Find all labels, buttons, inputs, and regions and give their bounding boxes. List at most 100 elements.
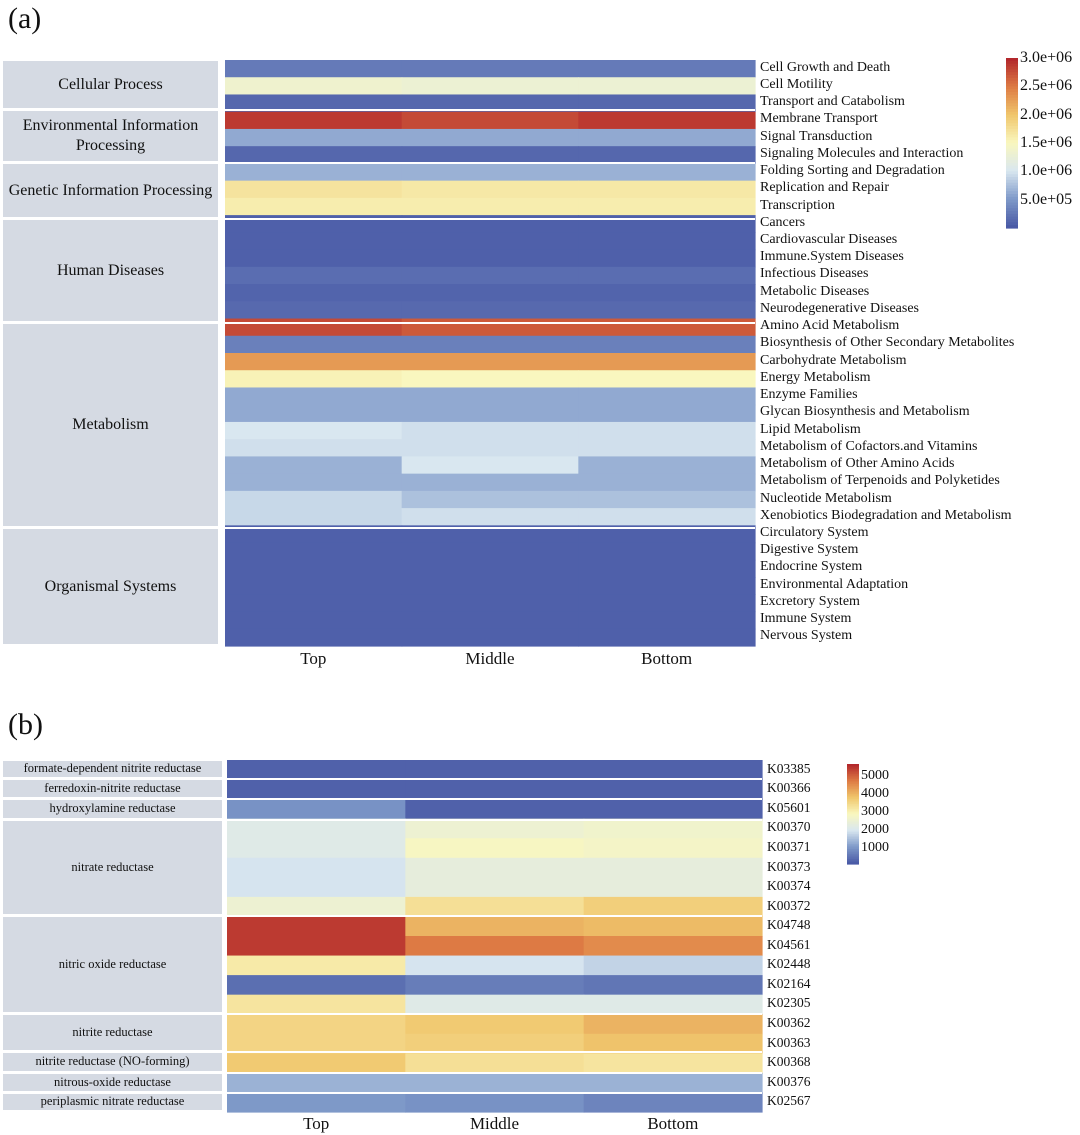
group-label: nitric oxide reductase (3, 917, 222, 1012)
colorbar-tick-label: 1.0e+06 (1020, 162, 1073, 180)
colorbar-segment (1006, 157, 1018, 161)
group-label: periplasmic nitrate reductase (3, 1094, 222, 1110)
heatmap-cell (401, 60, 579, 78)
colorbar-segment (847, 840, 859, 843)
colorbar-segment (1006, 100, 1018, 104)
heatmap-cell (401, 490, 579, 509)
colorbar-segment (1006, 58, 1018, 62)
colorbar-segment (1006, 185, 1018, 189)
row-label: K00371 (767, 839, 811, 854)
colorbar-segment (1006, 205, 1018, 209)
heatmap-cell (401, 284, 579, 302)
row-label: Transcription (760, 197, 835, 213)
colorbar-segment (1006, 171, 1018, 175)
colorbar-tick-label: 1.5e+06 (1020, 134, 1073, 151)
group-separator (227, 1072, 762, 1074)
heatmap-cell (578, 94, 756, 113)
row-label: Digestive System (760, 542, 859, 558)
heatmap-cell (578, 370, 756, 389)
heatmap-cell (225, 301, 403, 320)
row-label: Metabolism of Other Amino Acids (760, 456, 955, 472)
group-label: nitrate reductase (3, 821, 222, 914)
colorbar-segment (847, 844, 859, 847)
colorbar-segment (847, 855, 859, 858)
heatmap-cell (227, 896, 406, 918)
group-label: nitrite reductase (3, 1015, 222, 1050)
heatmap-cell (578, 628, 756, 647)
heatmap-cell (405, 1053, 585, 1074)
colorbar-segment (847, 800, 859, 803)
heatmap-cell (227, 994, 406, 1015)
colorbar-tick-label: 1000 (861, 840, 889, 856)
row-label: K02164 (767, 975, 811, 991)
row-label: Cardiovascular Diseases (760, 231, 898, 247)
colorbar-segment (847, 795, 859, 798)
colorbar-segment (1006, 134, 1018, 138)
colorbar-segment (1006, 143, 1018, 147)
heatmap-cell (227, 760, 406, 781)
colorbar-segment (1006, 196, 1018, 201)
row-label: Energy Metabolism (760, 369, 871, 385)
colorbar-segment (847, 835, 859, 838)
colorbar-segment (1006, 191, 1018, 195)
heatmap-cell (578, 353, 756, 371)
row-label: Replication and Repair (760, 180, 890, 196)
group-separator (225, 527, 755, 529)
heatmap-cell (225, 370, 403, 389)
colorbar-segment (1006, 225, 1018, 229)
group-label: Cellular Process (3, 61, 218, 108)
colorbar-segment (1006, 219, 1018, 223)
colorbar-segment (1006, 80, 1018, 85)
colorbar-segment (847, 832, 859, 835)
heatmap-cell (405, 1072, 585, 1094)
group-separator (225, 322, 755, 324)
heatmap-cell (583, 994, 763, 1015)
colorbar-segment (1006, 213, 1018, 218)
group-label: Metabolism (3, 324, 218, 526)
heatmap-cell (225, 559, 403, 578)
group-label: nitrite reductase (NO-forming) (3, 1053, 222, 1071)
colorbar-segment (847, 830, 859, 833)
heatmap-cell (401, 473, 579, 492)
row-label: K00363 (767, 1034, 811, 1050)
colorbar-segment (847, 772, 859, 775)
colorbar-tick-label: 5.0e+05 (1020, 190, 1073, 208)
colorbar-segment (847, 820, 859, 823)
row-label: Nucleotide Metabolism (760, 490, 892, 506)
group-separator (227, 1013, 762, 1015)
row-label: Signaling Molecules and Interaction (760, 145, 964, 161)
row-label: Excretory System (760, 593, 860, 609)
heatmap-cell (578, 163, 756, 182)
colorbar-tick-label: 2000 (861, 822, 889, 838)
colorbar-segment (847, 785, 859, 788)
heatmap-cell (583, 936, 763, 957)
colorbar-segment (847, 810, 859, 813)
heatmap-cell (578, 594, 756, 613)
row-label: Cancers (760, 214, 806, 230)
heatmap-cell (401, 611, 579, 630)
heatmap-cell (405, 818, 585, 839)
heatmap-cell (401, 577, 579, 595)
colorbar-tick-label: 3000 (861, 804, 889, 820)
heatmap-cell (401, 146, 579, 165)
colorbar-segment (1006, 103, 1018, 107)
heatmap-cell (401, 404, 579, 423)
colorbar-segment (1006, 194, 1018, 198)
colorbar-segment (847, 842, 859, 845)
colorbar-segment (847, 784, 859, 787)
colorbar-segment (847, 824, 859, 827)
column-label: Middle (465, 649, 515, 668)
group-separator (227, 778, 762, 780)
colorbar-segment (847, 790, 859, 793)
heatmap-cell (405, 857, 585, 878)
colorbar-segment (1006, 66, 1018, 70)
row-label: K00376 (767, 1073, 811, 1089)
colorbar-segment (1006, 140, 1018, 144)
colorbar-segment (1006, 114, 1018, 119)
colorbar-segment (847, 792, 859, 795)
row-label: Metabolic Diseases (760, 283, 870, 299)
row-label: Metabolism of Cofactors.and Vitamins (760, 438, 978, 454)
heatmap-cell (227, 955, 406, 976)
row-label: Membrane Transport (760, 111, 878, 127)
